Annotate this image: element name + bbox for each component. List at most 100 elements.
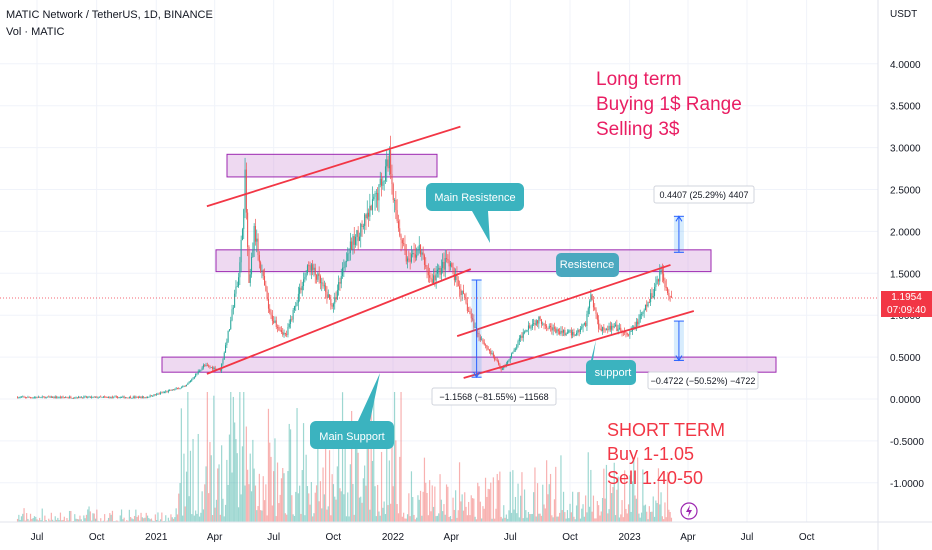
volume-bar [163, 520, 166, 522]
candle-body [417, 249, 419, 256]
volume-bar [223, 516, 225, 522]
volume-bar [608, 509, 610, 522]
candle-body [604, 329, 606, 331]
measure-tools[interactable] [471, 215, 684, 379]
volume-bar [484, 477, 487, 522]
candle-body [37, 396, 39, 398]
candle-body [574, 334, 576, 336]
candle-body [115, 396, 117, 398]
candle-body [460, 289, 462, 295]
volume-bar [525, 510, 527, 522]
volume-bar [656, 503, 658, 522]
volume-bar [48, 518, 50, 522]
volume-bar [201, 491, 203, 522]
candle-body [535, 320, 537, 326]
resistence-callout[interactable] [556, 253, 619, 277]
candle-body [291, 319, 293, 321]
candle-body [531, 324, 533, 328]
trendlines[interactable] [206, 125, 695, 379]
volume-bar [639, 517, 641, 522]
volume-bar [253, 468, 255, 522]
candle-body [586, 313, 588, 327]
volume-bar [577, 492, 579, 522]
volume-bar [250, 491, 253, 522]
candle-body [264, 276, 266, 286]
volume-bar [157, 512, 159, 522]
candle-body [555, 328, 557, 333]
volume-bar [187, 392, 189, 522]
candle-body [303, 279, 305, 287]
candle-body [542, 323, 544, 325]
candle-body [587, 308, 589, 314]
candle-body [595, 309, 597, 314]
candle-body [364, 214, 366, 226]
volume-bar [494, 518, 496, 522]
volume-bar [213, 395, 215, 522]
volume-bar [375, 516, 377, 522]
candle-body [109, 397, 111, 399]
volume-bar [202, 509, 205, 522]
volume-bar [130, 517, 132, 522]
volume-bar [512, 470, 514, 522]
candle-body [326, 291, 328, 298]
volume-bar [553, 499, 556, 522]
volume-bar [236, 453, 238, 522]
candle-body [403, 243, 405, 245]
volume-bar [175, 508, 177, 522]
candle-body [306, 265, 308, 274]
candle-body [227, 330, 229, 342]
volume-bar [66, 518, 68, 522]
volume-bar [406, 514, 409, 522]
candle-body [124, 397, 126, 399]
candle-body [514, 348, 516, 350]
y-tick-label: -0.5000 [890, 437, 924, 448]
candle-body [251, 256, 253, 275]
volume-bar [135, 509, 137, 522]
candle-body [318, 273, 320, 277]
volume-bar [640, 512, 643, 522]
volume-bar [50, 512, 52, 522]
candle-body [436, 269, 438, 274]
candle-body [608, 325, 610, 330]
volume-bar [87, 509, 89, 522]
volume-bar [208, 493, 210, 522]
candle-body [304, 276, 306, 280]
volume-bar [646, 511, 648, 522]
volume-bar [59, 512, 62, 522]
candle-body [512, 351, 514, 354]
volume-bar [149, 519, 151, 522]
volume-bar [520, 495, 522, 522]
candle-body [183, 386, 185, 387]
candle-body [578, 329, 580, 332]
candle-body [245, 169, 247, 213]
volume-bar [247, 469, 249, 522]
candle-body [616, 324, 618, 332]
volume-bar [328, 450, 331, 522]
candle-body [427, 271, 429, 276]
candle-body [414, 254, 416, 258]
chart-title: MATIC Network / TetherUS, 1D, BINANCE [6, 9, 213, 21]
volume-bar [241, 446, 244, 522]
main-support-callout[interactable] [310, 373, 394, 449]
candle-body [169, 389, 171, 391]
volume-bar [334, 496, 336, 522]
volume-bar [200, 512, 202, 522]
volume-bar [240, 494, 242, 522]
volume-bar [386, 439, 388, 522]
volume-bar [579, 518, 582, 522]
volume-bar [539, 513, 541, 522]
volume-bar [165, 515, 167, 522]
volume-bar [521, 472, 523, 522]
main-resistence-callout[interactable] [426, 183, 524, 243]
volume-bar [326, 509, 328, 522]
volume-bar [22, 513, 24, 522]
volume-bar [388, 460, 390, 522]
volume-bar [556, 516, 558, 522]
volume-bar [624, 470, 626, 522]
short-term-line-3: Sell 1.40-50 [607, 468, 703, 488]
trendline-0 [206, 125, 461, 208]
candle-body [492, 353, 494, 357]
support-callout[interactable] [586, 340, 636, 385]
volume-bar [653, 516, 656, 522]
